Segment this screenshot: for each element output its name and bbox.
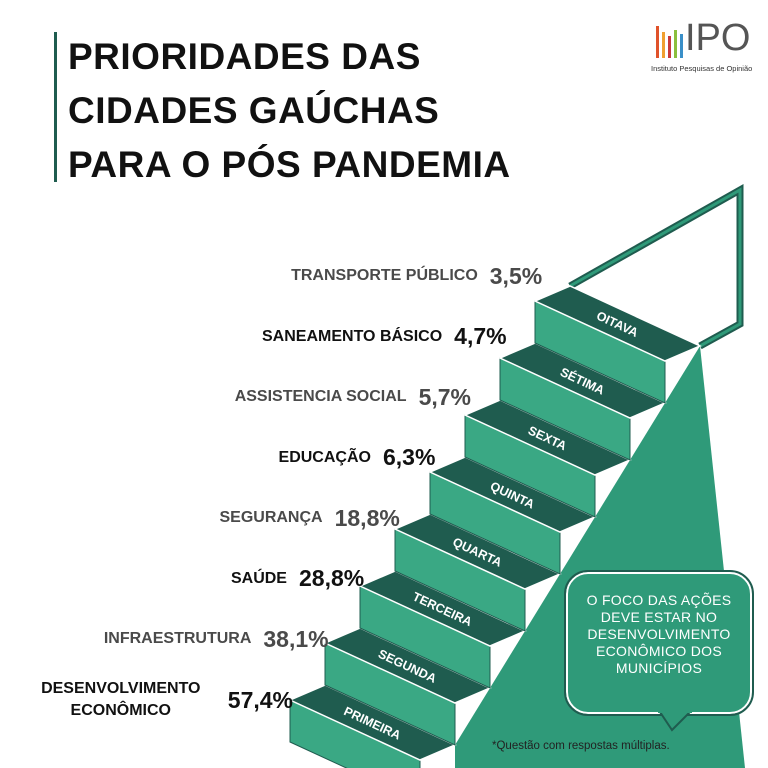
logo-name: IPO	[685, 17, 751, 59]
item: INFRAESTRUTURA 38,1%	[104, 626, 329, 653]
item-label: TRANSPORTE PÚBLICO	[291, 267, 478, 284]
item-value: 57,4%	[227, 686, 293, 713]
item: TRANSPORTE PÚBLICO 3,5%	[291, 263, 542, 290]
item-label: INFRAESTRUTURA	[103, 630, 252, 647]
title-line: CIDADES GAÚCHAS	[68, 90, 440, 131]
item-label: ASSISTENCIA SOCIAL	[234, 388, 407, 405]
item-label: SEGURANÇA	[219, 509, 323, 526]
title-line: PARA O PÓS PANDEMIA	[68, 144, 511, 185]
item-value: 5,7%	[418, 383, 471, 410]
item-label: SAÚDE	[230, 569, 287, 587]
item: DESENVOLVIMENTO ECONÔMICO 57,4%	[26, 678, 293, 722]
item: SANEAMENTO BÁSICO 4,7%	[262, 323, 507, 350]
title-bar	[54, 32, 57, 182]
tread	[533, 285, 702, 362]
item-value: 6,3%	[382, 444, 436, 470]
item-value: 4,7%	[454, 323, 507, 349]
item-value: 18,8%	[334, 504, 400, 531]
item-label: EDUCAÇÃO	[278, 448, 371, 466]
callout: O FOCO DAS AÇÕES DEVE ESTAR NO DESENVOLV…	[564, 570, 754, 716]
title-line: PRIORIDADES DAS	[68, 36, 421, 77]
title: PRIORIDADES DAS CIDADES GAÚCHAS PARA O P…	[68, 30, 511, 192]
logo-subtitle: Instituto Pesquisas de Opinião	[651, 64, 753, 73]
item-label: DESENVOLVIMENTO ECONÔMICO	[41, 680, 201, 719]
railing-inner	[569, 187, 742, 348]
item-value: 28,8%	[298, 565, 365, 591]
logo-bars	[656, 26, 683, 58]
item-label: SANEAMENTO BÁSICO	[262, 327, 443, 345]
item: EDUCAÇÃO 6,3%	[279, 444, 436, 471]
item: SAÚDE 28,8%	[231, 565, 364, 592]
footnote: *Questão com respostas múltiplas.	[492, 740, 670, 752]
item-value: 38,1%	[263, 625, 329, 652]
item-value: 3,5%	[489, 262, 543, 289]
item: ASSISTENCIA SOCIAL 5,7%	[235, 384, 471, 411]
item: SEGURANÇA 18,8%	[219, 505, 399, 532]
